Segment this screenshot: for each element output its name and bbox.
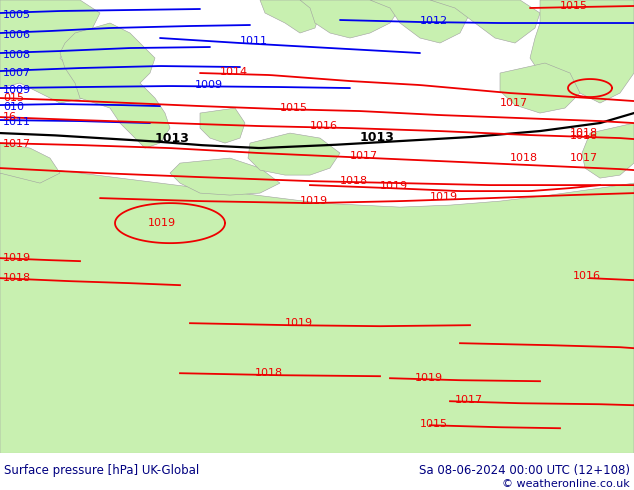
Text: 1009: 1009 [195,80,223,90]
Text: 1015: 1015 [280,103,308,113]
Text: 010: 010 [3,102,24,112]
Text: 1008: 1008 [3,50,31,60]
Text: 1007: 1007 [3,68,31,78]
Text: 1019: 1019 [430,192,458,202]
Polygon shape [260,0,320,33]
Text: 1012: 1012 [420,16,448,26]
Polygon shape [530,0,634,103]
Text: 1016: 1016 [310,121,338,131]
Text: 1009: 1009 [3,85,31,95]
Text: 1019: 1019 [285,318,313,328]
Text: 1018: 1018 [340,176,368,186]
Text: Sa 08-06-2024 00:00 UTC (12+108): Sa 08-06-2024 00:00 UTC (12+108) [419,464,630,477]
Polygon shape [248,133,340,175]
Text: 1018: 1018 [510,153,538,163]
Polygon shape [560,0,634,53]
Text: 1017: 1017 [570,153,598,163]
Text: 1019: 1019 [148,218,176,228]
Polygon shape [430,0,540,43]
Text: 1011: 1011 [3,117,31,127]
Text: 1016: 1016 [570,131,598,141]
Text: 1017: 1017 [350,151,378,161]
Polygon shape [170,158,280,195]
Text: 1018: 1018 [255,368,283,378]
Text: 1016: 1016 [573,271,601,281]
Text: 1013: 1013 [155,132,190,145]
Text: 1005: 1005 [3,10,31,20]
Text: 1015: 1015 [420,419,448,429]
Polygon shape [582,123,634,178]
Text: 1006: 1006 [3,30,31,40]
Polygon shape [500,63,580,113]
Text: 1015: 1015 [560,1,588,11]
Polygon shape [200,108,245,143]
Text: © weatheronline.co.uk: © weatheronline.co.uk [502,479,630,489]
Text: 1019: 1019 [300,196,328,206]
Polygon shape [0,143,60,183]
Polygon shape [300,0,400,38]
Text: 1017: 1017 [3,139,31,149]
Text: 1011: 1011 [240,36,268,46]
Text: 015: 015 [3,93,24,103]
Text: 1018: 1018 [570,128,598,138]
Polygon shape [0,168,634,453]
Text: 1017: 1017 [455,395,483,405]
Text: Surface pressure [hPa] UK-Global: Surface pressure [hPa] UK-Global [4,464,199,477]
Text: 16: 16 [3,112,17,122]
Polygon shape [370,0,470,43]
Text: 1019: 1019 [3,253,31,263]
Text: 1019: 1019 [415,373,443,383]
Text: 1018: 1018 [3,273,31,283]
Text: 1014: 1014 [220,67,248,77]
Text: 1013: 1013 [360,130,395,144]
Text: 1017: 1017 [500,98,528,108]
Polygon shape [60,23,170,148]
Text: 1019: 1019 [380,181,408,191]
Polygon shape [0,0,100,103]
